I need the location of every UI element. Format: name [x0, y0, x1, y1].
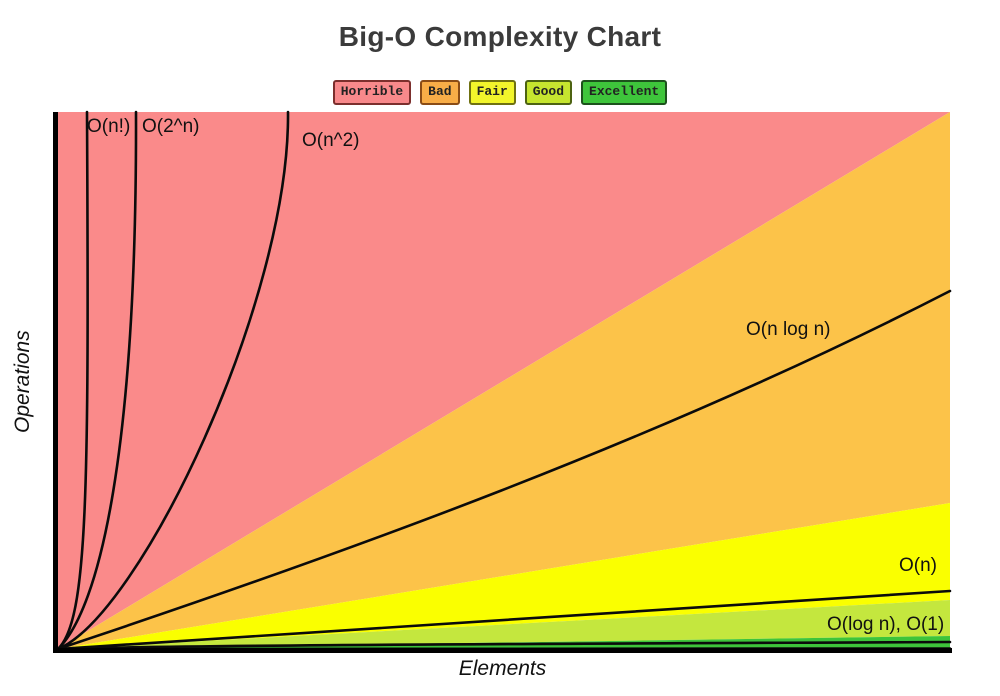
curve-label-o-2-pow-n: O(2^n) — [142, 116, 200, 137]
zone-good — [58, 600, 950, 649]
curve-label-o-n-squared: O(n^2) — [302, 130, 360, 151]
curve-label-o-log-n-o-1: O(log n), O(1) — [827, 614, 945, 635]
chart-title: Big-O Complexity Chart — [338, 21, 662, 52]
legend-badge-fair: Fair — [468, 80, 516, 105]
curve-label-o-n-log-n: O(n log n) — [746, 319, 831, 340]
legend-badge-excellent: Excellent — [581, 80, 668, 105]
curve-label-o-n-factorial: O(n!) — [87, 116, 131, 137]
legend: Horrible Bad Fair Good Excellent — [0, 80, 1000, 105]
zone-fair — [58, 503, 950, 649]
curve-o-n — [56, 589, 952, 651]
curve-o-n-log-n — [56, 289, 952, 651]
legend-badge-bad: Bad — [420, 80, 460, 105]
curve-o-n-squared — [56, 110, 290, 651]
curve-o-n-factorial — [56, 110, 89, 651]
curve-o-2-pow-n — [56, 110, 138, 651]
zone-bad — [58, 112, 950, 649]
legend-badge-horrible: Horrible — [332, 80, 412, 105]
curve-o-log-n — [56, 640, 952, 651]
y-axis-label: Operations — [11, 330, 34, 434]
x-axis-label: Elements — [458, 657, 547, 680]
legend-badge-good: Good — [524, 80, 573, 105]
curve-label-o-n: O(n) — [899, 555, 937, 576]
